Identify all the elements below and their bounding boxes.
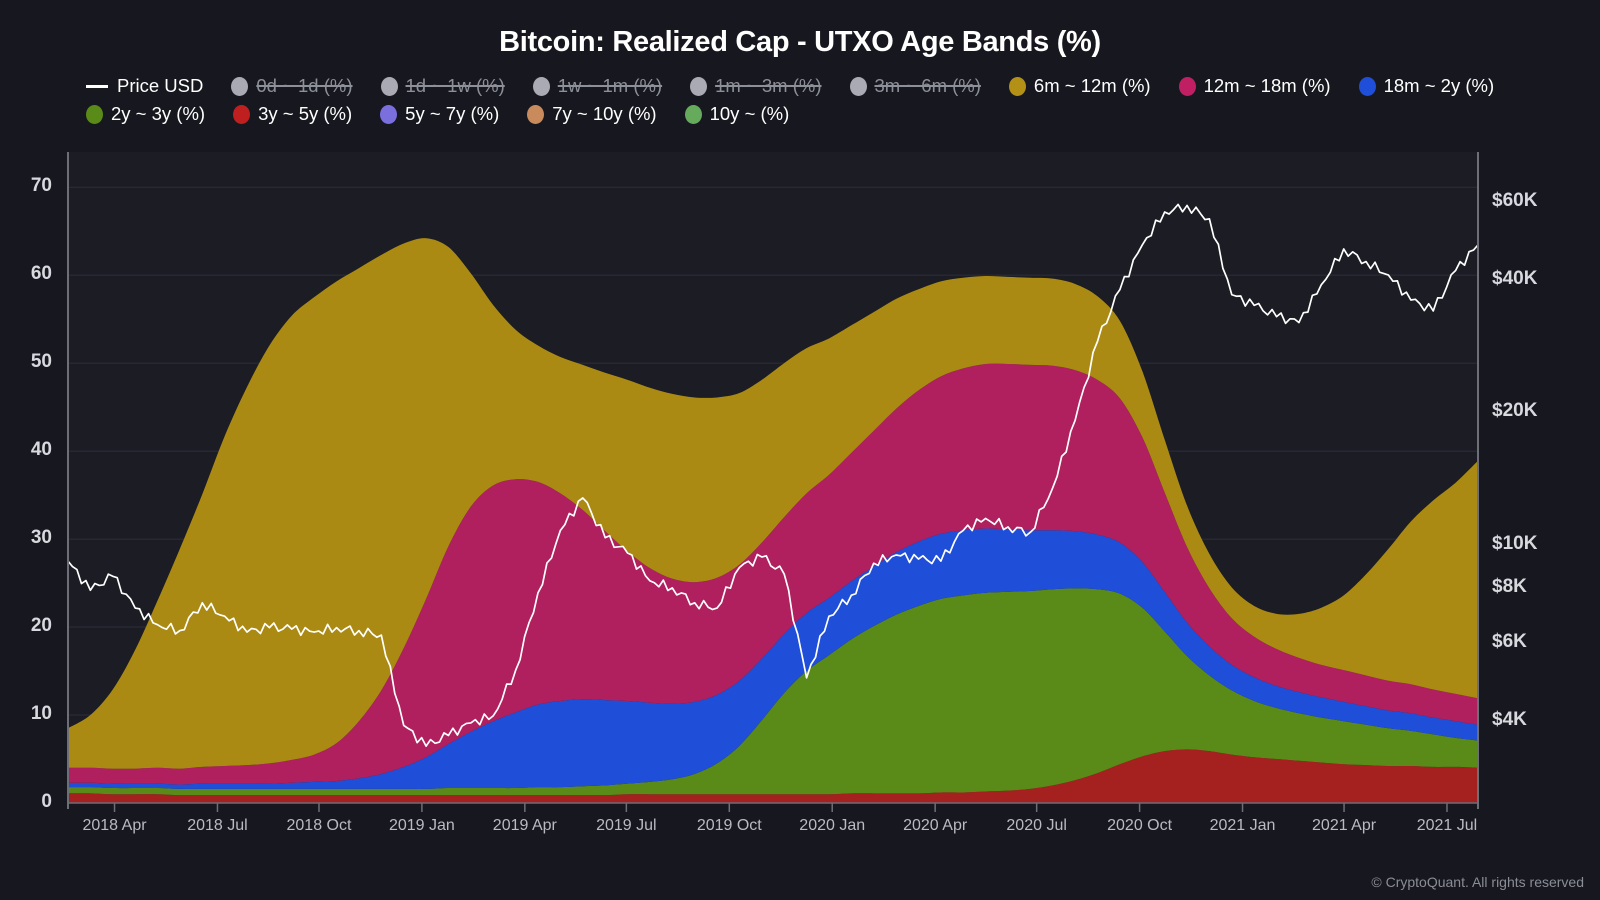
y-axis-right-tick-label: $8K (1492, 575, 1527, 597)
x-axis-tick-label: 2019 Oct (696, 817, 762, 834)
legend-color-dot (1358, 76, 1376, 96)
x-axis-tick-label: 2020 Apr (903, 817, 968, 834)
legend-item-label: 1w ~ 1m (%) (557, 75, 663, 96)
stacked-area-group (68, 238, 1478, 803)
legend-line-marker (86, 84, 108, 88)
y-axis-left-tick-label: 0 (41, 791, 52, 812)
y-axis-left-tick-label: 10 (30, 703, 52, 725)
legend-item-label: 10y ~ (%) (709, 103, 790, 124)
legend-item-0d-1d[interactable]: 0d ~ 1d (%) (231, 75, 353, 97)
legend-item-label: 1m ~ 3m (%) (715, 75, 822, 96)
legend-item-1d-1w[interactable]: 1d ~ 1w (%) (380, 75, 505, 97)
y-axis-left-tick-label: 70 (30, 175, 52, 197)
legend-item-label: 6m ~ 12m (%) (1033, 75, 1151, 96)
legend-item-label: 1d ~ 1w (%) (405, 75, 505, 96)
legend-color-dot (532, 76, 550, 96)
legend-item-label: 7y ~ 10y (%) (552, 103, 657, 124)
legend-item-label: 5y ~ 7y (%) (405, 103, 500, 124)
legend-item-label: 2y ~ 3y (%) (111, 103, 206, 124)
legend-color-dot (231, 76, 249, 96)
legend-item-label: Price USD (117, 75, 204, 96)
x-axis-tick-label: 2018 Apr (82, 817, 147, 834)
x-axis-tick-label: 2021 Apr (1312, 817, 1377, 834)
area-band-3y-5y (68, 749, 1478, 803)
y-axis-right-tick-label: $20K (1492, 400, 1538, 422)
x-axis-tick-label: 2020 Jul (1006, 817, 1067, 834)
y-axis-right-tick-label: $10K (1492, 533, 1538, 555)
legend-row-2: 2y ~ 3y (%) 3y ~ 5y (%) 5y ~ 7y (%) 7y ~ 10… (86, 100, 1536, 128)
x-axis-tick-label: 2020 Oct (1107, 817, 1173, 834)
legend-item-price-usd[interactable]: Price USD (86, 75, 203, 97)
legend-color-dot (849, 76, 867, 96)
x-axis-tick-label: 2019 Jul (596, 817, 657, 834)
legend-color-dot (1008, 76, 1026, 96)
legend-item-2y-3y[interactable]: 2y ~ 3y (%) (86, 103, 205, 125)
page-title: Bitcoin: Realized Cap - UTXO Age Bands (… (499, 26, 1101, 58)
copyright-note: © CryptoQuant. All rights reserved (1371, 874, 1584, 890)
x-axis-tick-label: 2019 Apr (492, 817, 557, 834)
legend-item-12m-18m[interactable]: 12m ~ 18m (%) (1178, 75, 1331, 97)
legend-item-7y-10y[interactable]: 7y ~ 10y (%) (527, 103, 657, 125)
y-axis-right-tick-label: $6K (1492, 630, 1527, 652)
x-axis-tick-label: 2021 Jan (1209, 817, 1276, 834)
legend-color-dot (233, 104, 251, 124)
legend-item-label: 3m ~ 6m (%) (874, 75, 981, 96)
legend-item-3m-6m[interactable]: 3m ~ 6m (%) (849, 75, 981, 97)
y-axis-left-tick-label: 40 (30, 439, 52, 461)
legend-color-dot (380, 76, 398, 96)
legend-item-label: 3y ~ 5y (%) (258, 103, 353, 124)
y-axis-left-tick-label: 50 (30, 351, 52, 373)
legend-item-label: 0d ~ 1d (%) (256, 75, 353, 96)
x-axis-tick-label: 2019 Jan (388, 817, 455, 834)
legend-item-3y-5y[interactable]: 3y ~ 5y (%) (233, 103, 352, 125)
legend-row-1: Price USD 0d ~ 1d (%) 1d ~ 1w (%) 1w ~ 1m (… (86, 72, 1536, 100)
x-axis-tick-label: 2021 Jul (1416, 817, 1478, 834)
chart-legend: Price USD 0d ~ 1d (%) 1d ~ 1w (%) 1w ~ 1m (… (86, 72, 1536, 128)
area-band-6m-12m (68, 238, 1478, 769)
area-band-18m-2y (68, 528, 1478, 789)
y-axis-right-tick-label: $4K (1492, 708, 1527, 730)
x-axis-tick-label: 2018 Jul (187, 817, 248, 834)
price-usd-line (67, 203, 1479, 747)
y-axis-left-tick-label: 60 (30, 263, 52, 285)
y-axis-left-tick-label: 20 (30, 615, 52, 637)
legend-item-10y[interactable]: 10y ~ (%) (684, 103, 790, 125)
y-axis-left-tick-label: 30 (30, 527, 52, 549)
legend-color-dot (684, 104, 702, 124)
legend-item-5y-7y[interactable]: 5y ~ 7y (%) (380, 103, 499, 125)
y-axis-right-tick-label: $60K (1492, 190, 1538, 212)
legend-item-6m-12m[interactable]: 6m ~ 12m (%) (1008, 75, 1151, 97)
y-axis-right-tick-label: $40K (1492, 267, 1538, 289)
legend-color-dot (380, 104, 398, 124)
legend-color-dot (690, 76, 708, 96)
legend-color-dot (527, 104, 545, 124)
area-band-2y-3y (68, 588, 1478, 796)
x-axis-tick-label: 2020 Jan (799, 817, 866, 834)
x-axis-tick-label: 2018 Oct (286, 817, 352, 834)
legend-item-label: 18m ~ 2y (%) (1383, 75, 1495, 96)
area-band-12m-18m (68, 363, 1478, 785)
legend-item-label: 12m ~ 18m (%) (1203, 75, 1331, 96)
legend-item-18m-2y[interactable]: 18m ~ 2y (%) (1358, 75, 1495, 97)
legend-color-dot (1178, 76, 1196, 96)
legend-item-1m-3m[interactable]: 1m ~ 3m (%) (690, 75, 822, 97)
legend-color-dot (86, 104, 103, 124)
legend-item-1w-1m[interactable]: 1w ~ 1m (%) (532, 75, 663, 97)
